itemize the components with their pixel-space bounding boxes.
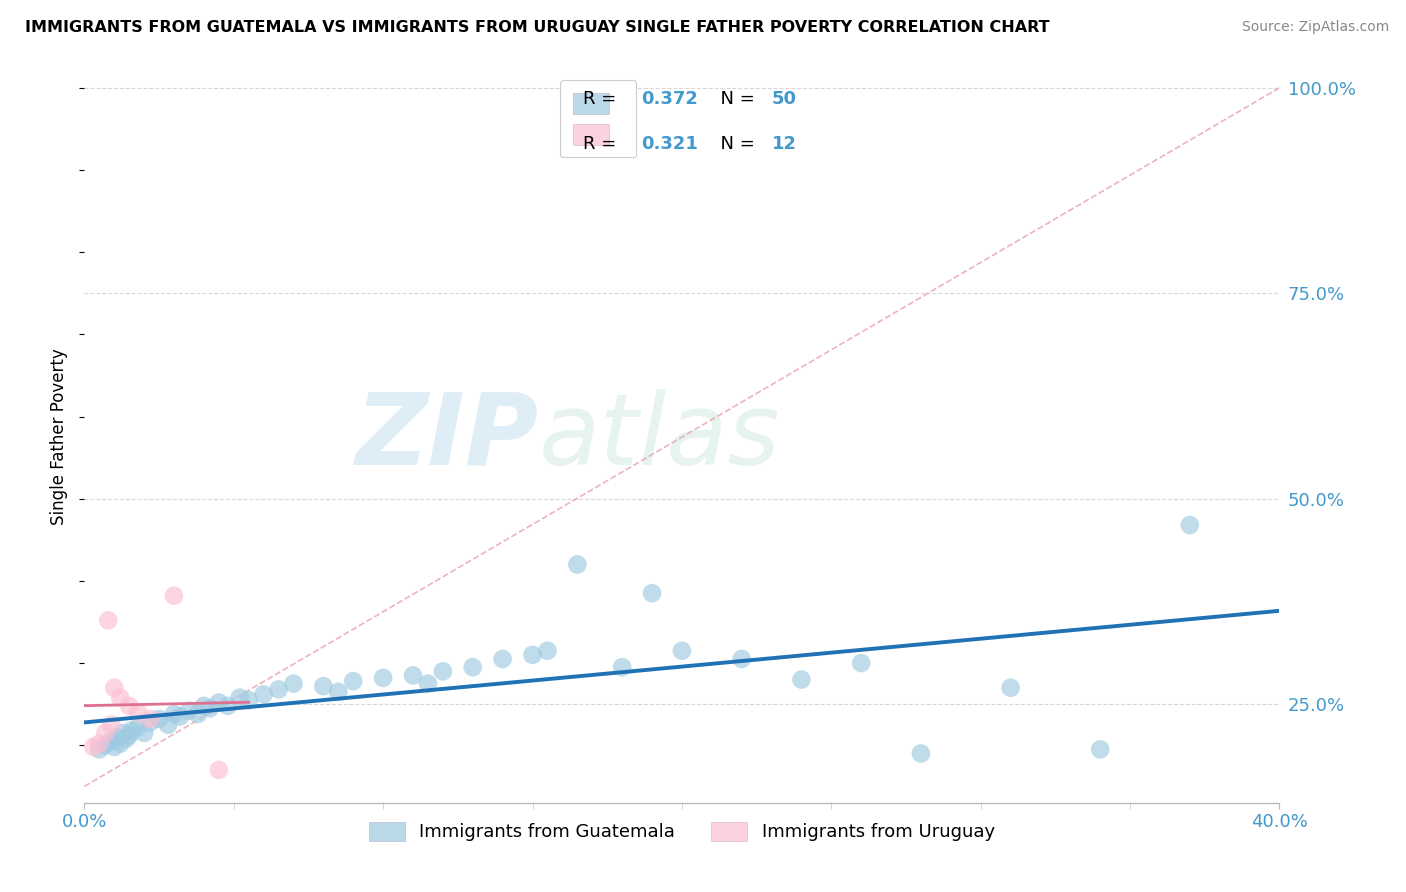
Point xyxy=(148,712,170,726)
Point xyxy=(163,706,186,721)
Point xyxy=(671,644,693,658)
Point xyxy=(139,715,162,730)
Point xyxy=(267,682,290,697)
Point xyxy=(103,739,125,754)
Point xyxy=(567,558,589,572)
Point xyxy=(731,652,754,666)
Text: 0.372: 0.372 xyxy=(641,90,697,109)
Point xyxy=(127,706,149,720)
Point xyxy=(342,674,364,689)
Point xyxy=(94,726,117,740)
Point xyxy=(169,709,191,723)
Point xyxy=(416,676,439,690)
Text: IMMIGRANTS FROM GUATEMALA VS IMMIGRANTS FROM URUGUAY SINGLE FATHER POVERTY CORRE: IMMIGRANTS FROM GUATEMALA VS IMMIGRANTS … xyxy=(25,20,1050,35)
Point xyxy=(89,742,111,756)
Point xyxy=(402,668,425,682)
Text: 50: 50 xyxy=(772,90,797,109)
Point xyxy=(238,693,260,707)
Text: R =: R = xyxy=(583,136,623,153)
Point xyxy=(157,717,180,731)
Point xyxy=(373,671,395,685)
Point xyxy=(217,698,239,713)
Point xyxy=(522,648,544,662)
Point xyxy=(283,676,305,690)
Point xyxy=(110,690,132,705)
Text: ZIP: ZIP xyxy=(356,389,538,485)
Text: Source: ZipAtlas.com: Source: ZipAtlas.com xyxy=(1241,20,1389,34)
Point xyxy=(641,586,664,600)
Point xyxy=(328,685,350,699)
Point xyxy=(94,739,117,753)
Point xyxy=(177,704,200,718)
Point xyxy=(253,687,276,701)
Point xyxy=(187,706,209,721)
Point xyxy=(228,690,252,705)
Point xyxy=(132,726,156,740)
Point xyxy=(208,763,231,777)
Point xyxy=(461,660,484,674)
Point xyxy=(851,656,873,670)
Text: 12: 12 xyxy=(772,136,797,153)
Text: N =: N = xyxy=(709,90,761,109)
Point xyxy=(312,679,335,693)
Point xyxy=(790,673,813,687)
Point xyxy=(103,681,125,695)
Point xyxy=(121,723,143,738)
Point xyxy=(115,731,138,746)
Text: atlas: atlas xyxy=(538,389,780,485)
Point xyxy=(89,737,111,751)
Point xyxy=(536,644,558,658)
Point xyxy=(163,589,186,603)
Text: R =: R = xyxy=(583,90,623,109)
Point xyxy=(612,660,634,674)
Legend: Immigrants from Guatemala, Immigrants from Uruguay: Immigrants from Guatemala, Immigrants fr… xyxy=(361,814,1002,848)
Point xyxy=(1090,742,1112,756)
Y-axis label: Single Father Poverty: Single Father Poverty xyxy=(51,349,69,525)
Point xyxy=(193,698,215,713)
Point xyxy=(82,739,104,754)
Point xyxy=(100,734,122,748)
Point xyxy=(118,698,141,713)
Point xyxy=(97,613,120,627)
Point xyxy=(910,747,932,761)
Point xyxy=(105,730,128,744)
Text: 0.321: 0.321 xyxy=(641,136,697,153)
Point xyxy=(118,728,141,742)
Point xyxy=(127,720,149,734)
Point xyxy=(112,726,135,740)
Point xyxy=(110,737,132,751)
Point xyxy=(432,665,454,679)
Point xyxy=(1178,518,1201,533)
Point xyxy=(492,652,515,666)
Point xyxy=(139,712,162,726)
Point xyxy=(1000,681,1022,695)
Point xyxy=(198,701,221,715)
Point xyxy=(208,696,231,710)
Text: N =: N = xyxy=(709,136,761,153)
Point xyxy=(100,717,122,731)
